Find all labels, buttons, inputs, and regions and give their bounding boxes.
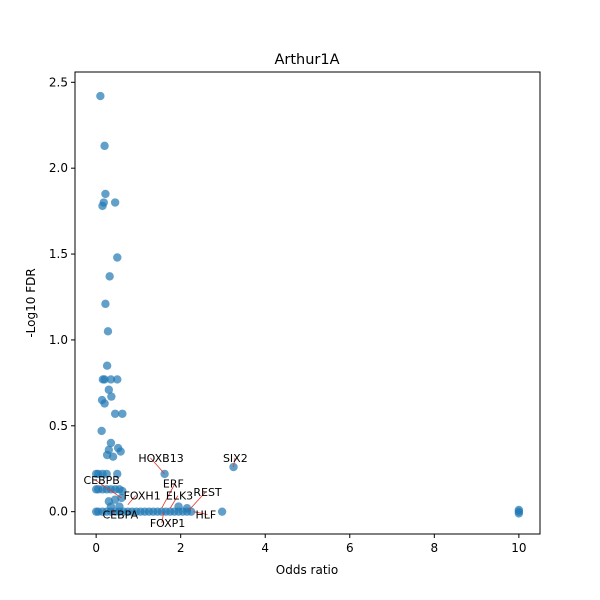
chart-title: Arthur1A <box>274 52 339 68</box>
y-tick-label: 1.0 <box>49 333 68 347</box>
data-point <box>107 392 116 401</box>
annotation-connector <box>161 511 165 524</box>
y-tick-label: 1.5 <box>49 247 68 261</box>
annotation-label: FOXP1 <box>150 517 185 530</box>
annotation-label: ELK3 <box>166 490 193 503</box>
data-point <box>106 375 116 384</box>
data-point <box>110 198 120 207</box>
plot-frame <box>74 71 541 535</box>
data-point <box>108 452 118 461</box>
data-point <box>105 272 114 281</box>
x-tick-label: 0 <box>92 541 100 555</box>
data-point <box>106 438 116 448</box>
y-axis-label: -Log10 FDR <box>24 268 38 337</box>
data-point <box>96 91 105 101</box>
data-point <box>113 375 122 384</box>
x-axis-ticks: 0 2 4 6 8 10 <box>92 534 527 555</box>
annotation-connector <box>127 495 136 506</box>
annotation-label: FOXH1 <box>124 490 161 503</box>
data-point <box>100 141 109 151</box>
data-point <box>101 189 110 199</box>
x-tick-label: 10 <box>511 541 526 555</box>
x-tick-label: 8 <box>430 541 438 555</box>
data-point <box>97 426 106 436</box>
data-point <box>99 198 108 207</box>
data-point <box>110 409 120 418</box>
annotation-label: CEBPA <box>102 509 138 522</box>
annotation-connector <box>169 495 179 509</box>
data-point <box>102 469 111 479</box>
data-point <box>110 495 120 504</box>
annotation-connector <box>188 491 206 511</box>
annotation-label: ERF <box>163 478 184 491</box>
annotation-connector <box>161 483 176 509</box>
annotation-connector <box>150 457 165 475</box>
y-axis-ticks: 0.0 0.5 1.0 1.5 2.0 2.5 <box>49 75 75 519</box>
x-axis-label: Odds ratio <box>276 563 338 577</box>
points-layer <box>91 91 524 518</box>
data-point <box>102 361 112 370</box>
x-tick-label: 6 <box>346 541 354 555</box>
annotation-connector <box>95 479 122 499</box>
data-point <box>100 375 109 384</box>
data-point <box>229 462 238 472</box>
y-tick-label: 2.5 <box>49 75 68 89</box>
data-point <box>514 509 524 518</box>
annotation-label: CEBPB <box>83 474 119 487</box>
data-point <box>103 327 113 336</box>
data-point <box>182 504 192 513</box>
data-point <box>217 507 227 516</box>
data-point <box>113 253 122 262</box>
annotation-label: HLF <box>195 509 216 522</box>
data-point <box>104 385 114 394</box>
annotation-connector <box>112 509 115 515</box>
data-point <box>174 502 183 511</box>
y-tick-label: 0.5 <box>49 419 68 433</box>
data-point <box>116 447 125 456</box>
x-tick-label: 4 <box>261 541 269 555</box>
data-point <box>113 469 122 479</box>
data-point <box>100 399 109 408</box>
data-point <box>101 299 110 309</box>
annotation-connector <box>193 511 208 515</box>
y-tick-label: 0.0 <box>49 505 68 519</box>
data-point <box>118 486 127 496</box>
annotation-label: SIX2 <box>223 452 248 465</box>
annotation-connector <box>233 457 236 468</box>
x-tick-label: 2 <box>177 541 185 555</box>
data-point <box>118 409 127 418</box>
annotation-label: REST <box>193 486 222 499</box>
annotation-label: HOXB13 <box>138 452 183 465</box>
y-tick-label: 2.0 <box>49 161 68 175</box>
